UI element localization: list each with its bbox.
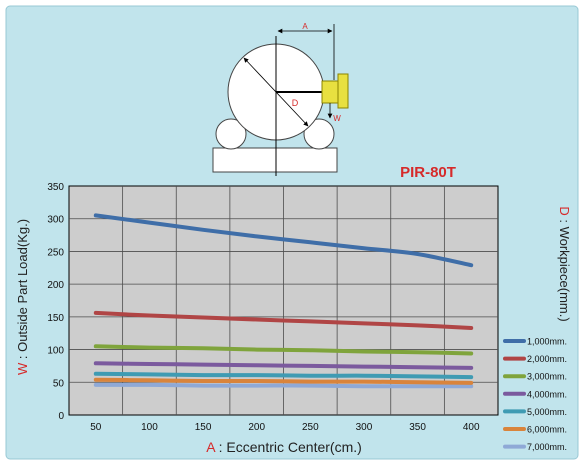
legend-label: 6,000mm. — [527, 425, 567, 435]
legend-title-letter: D — [557, 206, 572, 215]
y-tick-label: 350 — [47, 182, 64, 193]
a-dimension-label: A — [302, 22, 308, 31]
chart-title: PIR-80T — [400, 164, 456, 181]
series-line-1 — [93, 213, 474, 268]
x-axis-title-text: : Eccentric Center(cm.) — [215, 439, 362, 455]
x-tick-label: 100 — [141, 422, 158, 433]
machine-base — [212, 147, 338, 173]
series-layer — [93, 213, 474, 389]
y-tick-labels: 0 50 100 150 200 250 300 350 — [47, 182, 64, 422]
x-tick-label: 150 — [195, 422, 212, 433]
series-line-6 — [93, 377, 474, 385]
series-line-5 — [93, 371, 474, 380]
legend-label: 4,000mm. — [527, 389, 567, 399]
y-tick-label: 100 — [47, 346, 64, 357]
y-tick-label: 300 — [47, 215, 64, 226]
x-tick-label: 200 — [248, 422, 265, 433]
y-tick-label: 250 — [47, 247, 64, 258]
y-axis-title-letter: W — [15, 362, 30, 375]
x-tick-label: 250 — [302, 422, 319, 433]
y-tick-label: 150 — [47, 313, 64, 324]
legend-label: 1,000mm. — [527, 337, 567, 347]
y-tick-label: 200 — [47, 280, 64, 291]
series-line-4 — [93, 361, 474, 370]
eccentric-load — [321, 80, 339, 104]
x-tick-labels: 50 100 150 200 250 300 350 400 — [90, 422, 480, 433]
legend: 1,000mm. 2,000mm. 3,000mm. 4,000mm. 5,000mm.… — [503, 337, 567, 452]
left-roller — [215, 118, 247, 150]
legend-label: 7,000mm. — [527, 442, 567, 452]
y-axis-title-text: : Outside Part Load(Kg.) — [15, 219, 30, 363]
legend-label: 2,000mm. — [527, 354, 567, 364]
legend-label: 5,000mm. — [527, 407, 567, 417]
series-line-7 — [93, 382, 474, 389]
load-plate — [337, 73, 349, 109]
series-line-2 — [93, 310, 474, 330]
x-tick-label: 350 — [409, 422, 426, 433]
legend-title: D : Workpiece(mm.) — [557, 206, 572, 321]
legend-title-text: : Workpiece(mm.) — [557, 216, 572, 322]
x-axis-title: A : Eccentric Center(cm.) — [206, 439, 362, 455]
x-tick-label: 300 — [356, 422, 373, 433]
d-dimension-label: D — [292, 98, 299, 108]
y-axis-title: W : Outside Part Load(Kg.) — [15, 219, 30, 375]
right-roller — [303, 118, 335, 150]
x-tick-label: 50 — [90, 422, 102, 433]
legend-label: 3,000mm. — [527, 372, 567, 382]
w-load-label: W — [333, 114, 341, 123]
y-tick-label: 0 — [58, 411, 64, 422]
x-axis-title-letter: A — [206, 439, 216, 455]
y-tick-label: 50 — [53, 378, 65, 389]
d-dimension-arrow — [243, 57, 309, 127]
series-line-3 — [93, 344, 474, 356]
x-tick-label: 400 — [463, 422, 480, 433]
machine-diagram: A D W — [212, 22, 349, 176]
